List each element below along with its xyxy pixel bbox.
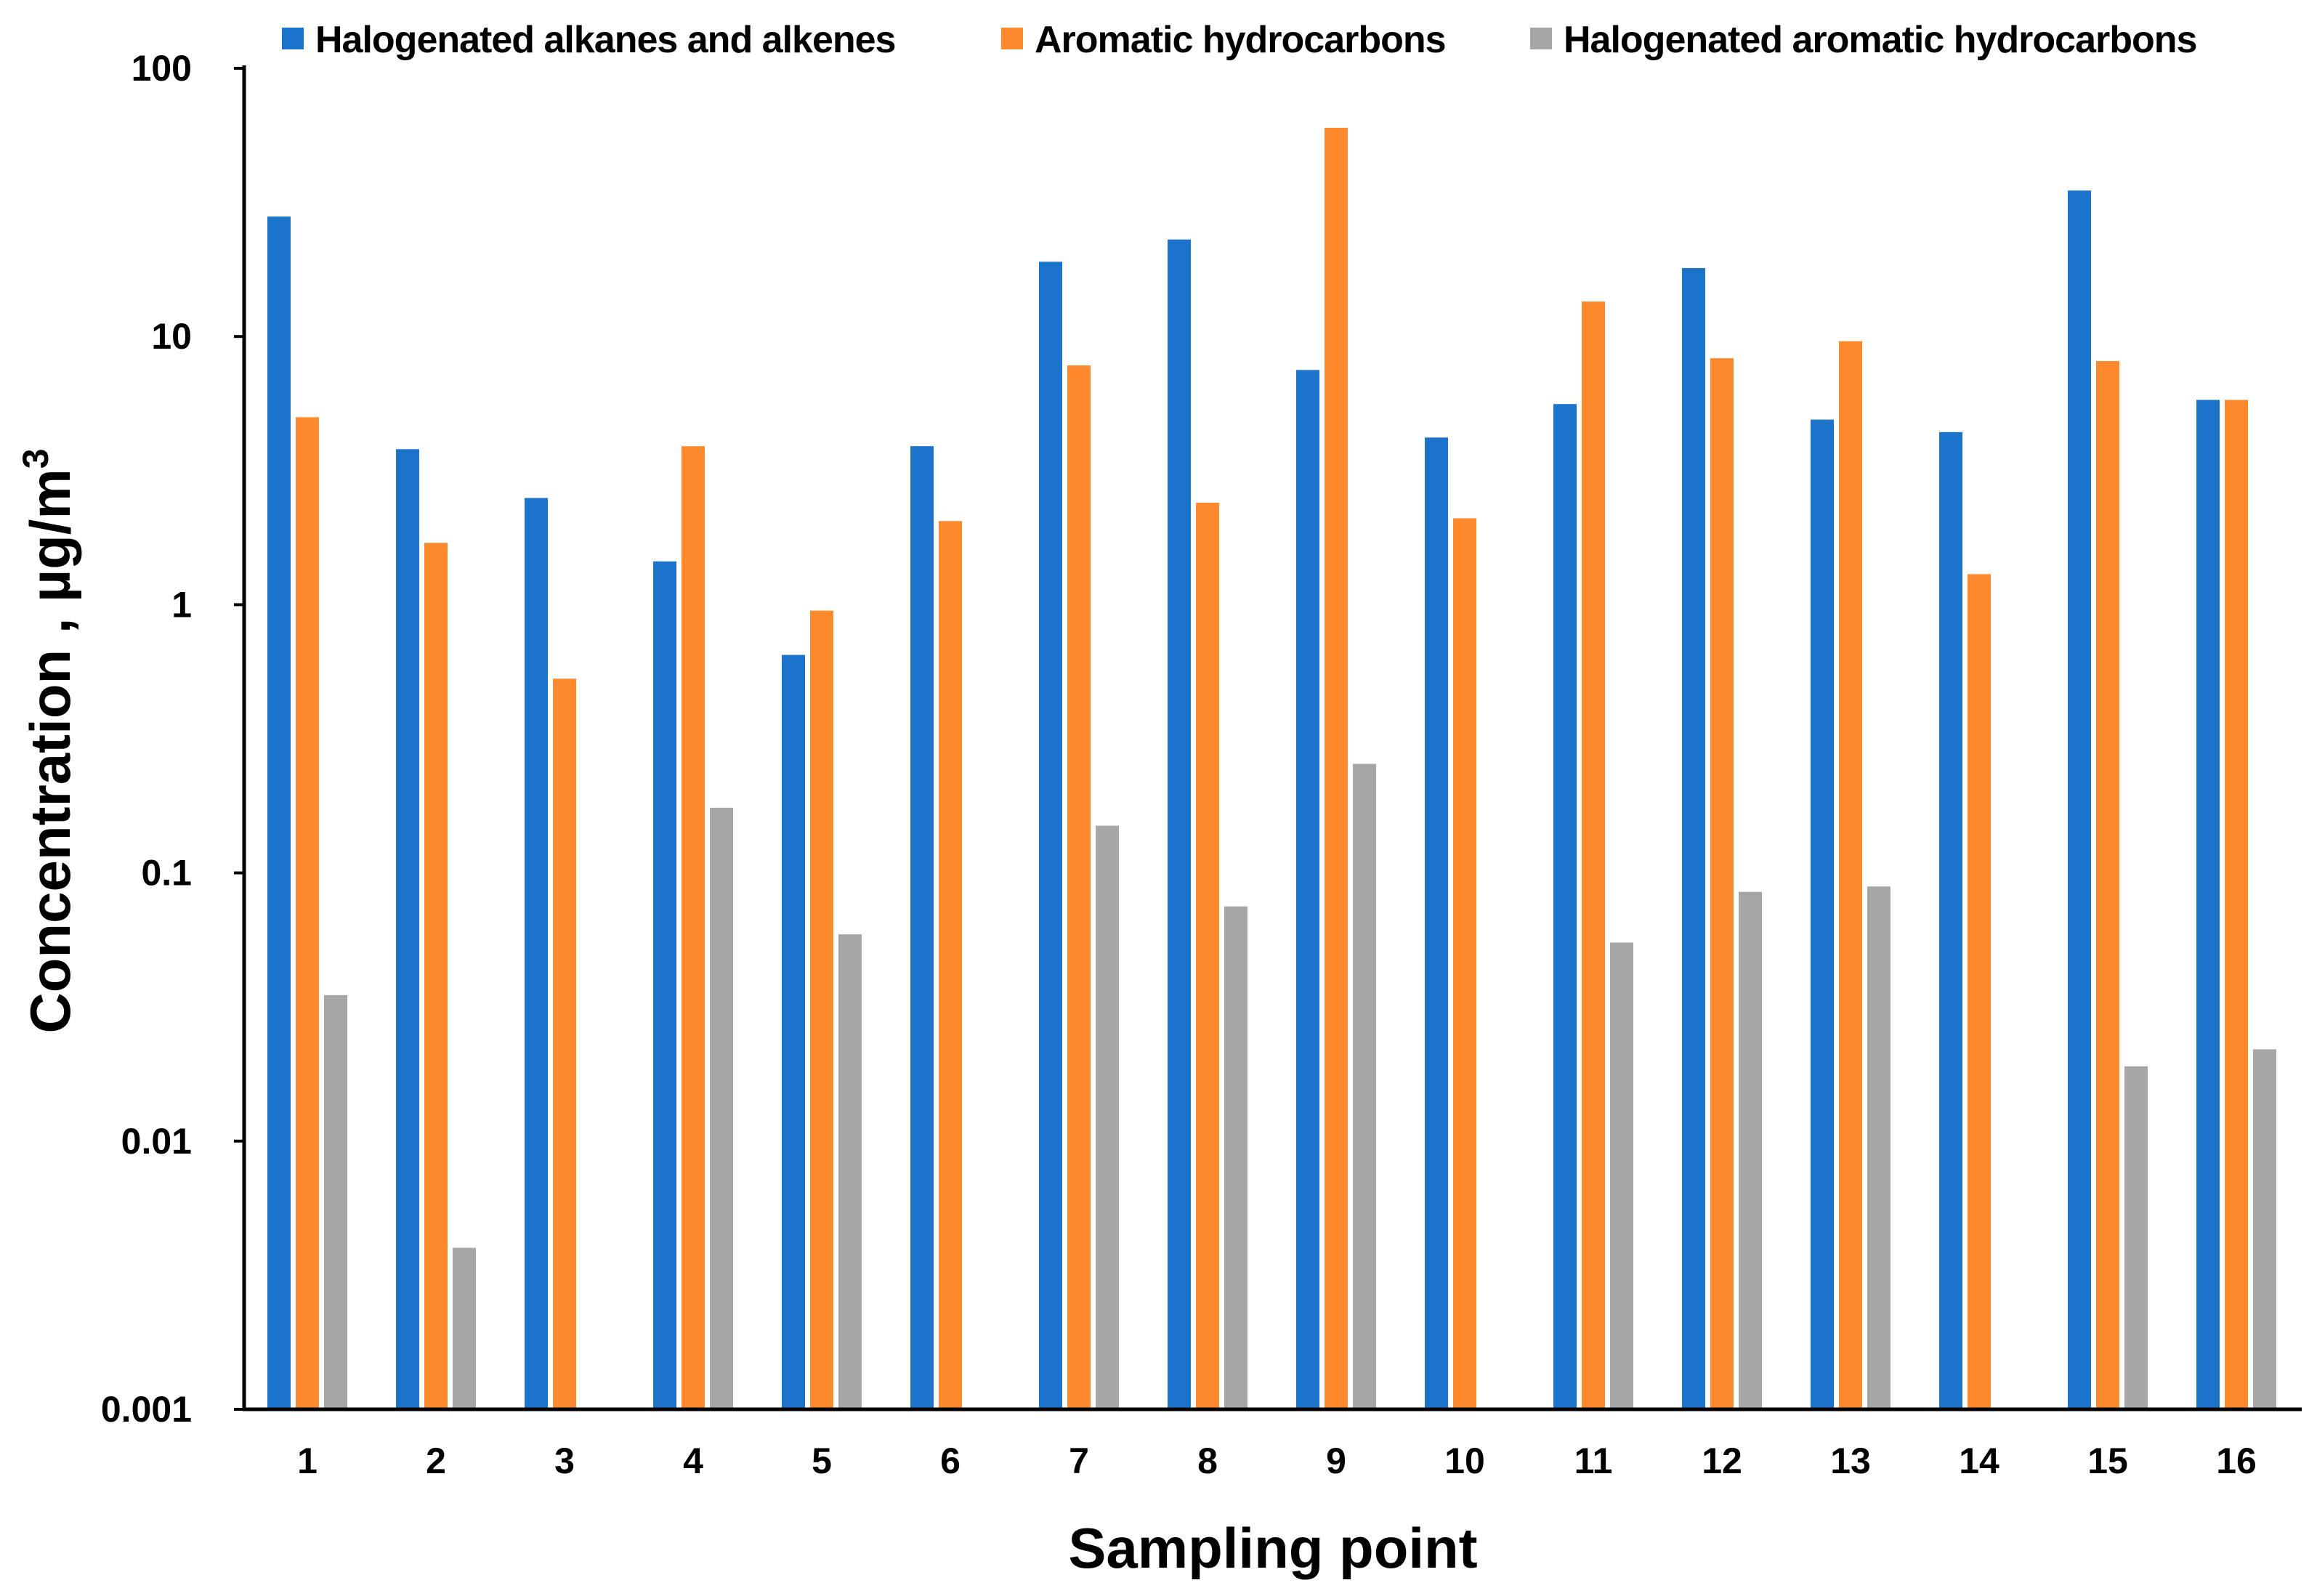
legend-item-2: Aromatic hydrocarbons bbox=[1001, 19, 1447, 61]
x-tick-label: 3 bbox=[554, 1441, 575, 1481]
bar-series3-point-5 bbox=[838, 934, 862, 1409]
bar-series3-point-11 bbox=[1610, 942, 1633, 1409]
bar-series3-point-16 bbox=[2253, 1049, 2276, 1409]
bar-series1-point-10 bbox=[1425, 437, 1448, 1409]
x-tick-label: 12 bbox=[1702, 1441, 1742, 1481]
y-tick-label: 0.001 bbox=[101, 1389, 192, 1430]
x-tick-label: 15 bbox=[2087, 1441, 2128, 1481]
bar-series1-point-15 bbox=[2068, 190, 2091, 1409]
bar-series2-point-8 bbox=[1196, 503, 1219, 1409]
bar-series3-point-2 bbox=[453, 1247, 476, 1409]
x-axis-title: Sampling point bbox=[1068, 1516, 1477, 1580]
bar-series3-point-1 bbox=[324, 995, 347, 1409]
bar-series3-point-13 bbox=[1867, 886, 1891, 1409]
x-tick-label: 4 bbox=[683, 1441, 703, 1481]
x-tick-label: 13 bbox=[1830, 1441, 1871, 1481]
bar-series1-point-11 bbox=[1553, 404, 1577, 1410]
bar-series1-point-9 bbox=[1296, 370, 1319, 1409]
bar-series1-point-7 bbox=[1039, 262, 1062, 1409]
bar-series2-point-1 bbox=[296, 417, 319, 1409]
x-tick-label: 9 bbox=[1326, 1441, 1346, 1481]
bar-series1-point-8 bbox=[1168, 239, 1191, 1410]
y-tick-label: 10 bbox=[151, 316, 192, 357]
y-tick-label: 100 bbox=[132, 48, 192, 89]
bar-series2-point-12 bbox=[1710, 358, 1734, 1410]
legend-swatch bbox=[1530, 28, 1552, 49]
bar-series2-point-7 bbox=[1067, 365, 1091, 1409]
bar-series2-point-2 bbox=[424, 543, 448, 1409]
x-tick-label: 2 bbox=[426, 1441, 446, 1481]
y-tick-label: 1 bbox=[171, 584, 192, 625]
y-axis-title-main: Concentration , µg/m bbox=[18, 469, 82, 1033]
bar-series2-point-4 bbox=[682, 446, 705, 1410]
bar-series2-point-5 bbox=[810, 610, 833, 1409]
bar-series2-point-9 bbox=[1325, 127, 1348, 1409]
x-tick-label: 16 bbox=[2216, 1441, 2257, 1481]
x-tick-label: 10 bbox=[1444, 1441, 1485, 1481]
bar-series1-point-4 bbox=[653, 561, 676, 1409]
bar-series1-point-1 bbox=[267, 216, 291, 1410]
bar-series2-point-14 bbox=[1968, 574, 1991, 1409]
bar-series1-point-5 bbox=[782, 655, 805, 1409]
y-tick-label: 0.01 bbox=[121, 1121, 192, 1162]
x-tick-label: 8 bbox=[1197, 1441, 1218, 1481]
legend-swatch bbox=[1001, 28, 1023, 49]
legend-swatch bbox=[282, 28, 304, 49]
y-tick-label: 0.1 bbox=[141, 853, 192, 894]
x-tick-label: 1 bbox=[297, 1441, 318, 1481]
bar-series3-point-12 bbox=[1739, 891, 1762, 1409]
x-tick-label: 7 bbox=[1069, 1441, 1089, 1481]
bar-series1-point-12 bbox=[1682, 268, 1705, 1409]
legend-item-3: Halogenated aromatic hydrocarbons bbox=[1530, 19, 2197, 61]
legend-label: Halogenated alkanes and alkenes bbox=[315, 19, 895, 61]
legend-label: Halogenated aromatic hydrocarbons bbox=[1564, 19, 2196, 61]
bar-series2-point-11 bbox=[1582, 301, 1605, 1410]
y-axis-title: Concentration , µg/m3 bbox=[15, 448, 82, 1033]
bar-series3-point-8 bbox=[1224, 906, 1248, 1409]
bar-series1-point-13 bbox=[1811, 419, 1834, 1409]
bar-series2-point-16 bbox=[2225, 400, 2248, 1409]
bar-series1-point-16 bbox=[2196, 400, 2220, 1409]
bar-series3-point-9 bbox=[1353, 763, 1376, 1409]
bars bbox=[267, 127, 2276, 1410]
legend-item-1: Halogenated alkanes and alkenes bbox=[282, 19, 896, 61]
bar-series1-point-3 bbox=[525, 498, 548, 1409]
legend-label: Aromatic hydrocarbons bbox=[1035, 19, 1446, 61]
axes bbox=[242, 65, 2302, 1411]
x-tick-label: 6 bbox=[940, 1441, 961, 1481]
x-tick-label: 14 bbox=[1959, 1441, 1999, 1481]
bar-series2-point-6 bbox=[939, 521, 962, 1409]
x-tick-label: 5 bbox=[812, 1441, 832, 1481]
x-tick-label: 11 bbox=[1574, 1441, 1613, 1481]
axis-titles: Sampling point Concentration , µg/m3 bbox=[15, 448, 1478, 1580]
y-axis-title-superscript: 3 bbox=[15, 448, 56, 469]
bar-series3-point-15 bbox=[2124, 1066, 2148, 1409]
legend: Halogenated alkanes and alkenes Aromatic … bbox=[282, 19, 2197, 61]
bar-series2-point-13 bbox=[1839, 341, 1862, 1410]
bar-series1-point-14 bbox=[1939, 432, 1962, 1409]
bar-series2-point-3 bbox=[553, 678, 576, 1409]
bar-series3-point-7 bbox=[1096, 825, 1119, 1409]
bar-series2-point-10 bbox=[1453, 518, 1476, 1409]
bar-series3-point-4 bbox=[710, 807, 733, 1409]
bar-series1-point-6 bbox=[910, 446, 934, 1410]
bar-series1-point-2 bbox=[396, 449, 419, 1409]
bar-series2-point-15 bbox=[2096, 361, 2119, 1409]
